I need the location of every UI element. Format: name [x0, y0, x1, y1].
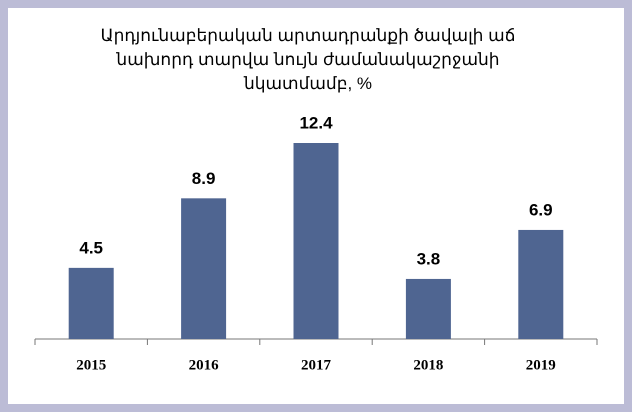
value-label: 3.8	[417, 249, 441, 268]
value-label: 6.9	[529, 200, 553, 219]
x-tick-label: 2019	[526, 357, 556, 373]
value-label: 4.5	[79, 238, 103, 257]
value-label: 8.9	[192, 169, 216, 188]
x-tick-label: 2017	[301, 357, 332, 373]
bar	[518, 229, 564, 339]
bar	[181, 198, 227, 339]
chart-title: Արդյունաբերական արտադրանքի ծավալի աճ նախ…	[100, 26, 516, 93]
x-tick-label: 2015	[76, 357, 106, 373]
value-label: 12.4	[299, 113, 333, 132]
bar	[293, 143, 339, 339]
bar	[405, 278, 451, 339]
x-tick-label: 2016	[189, 357, 220, 373]
x-tick-label: 2018	[413, 357, 443, 373]
bar	[68, 267, 114, 339]
